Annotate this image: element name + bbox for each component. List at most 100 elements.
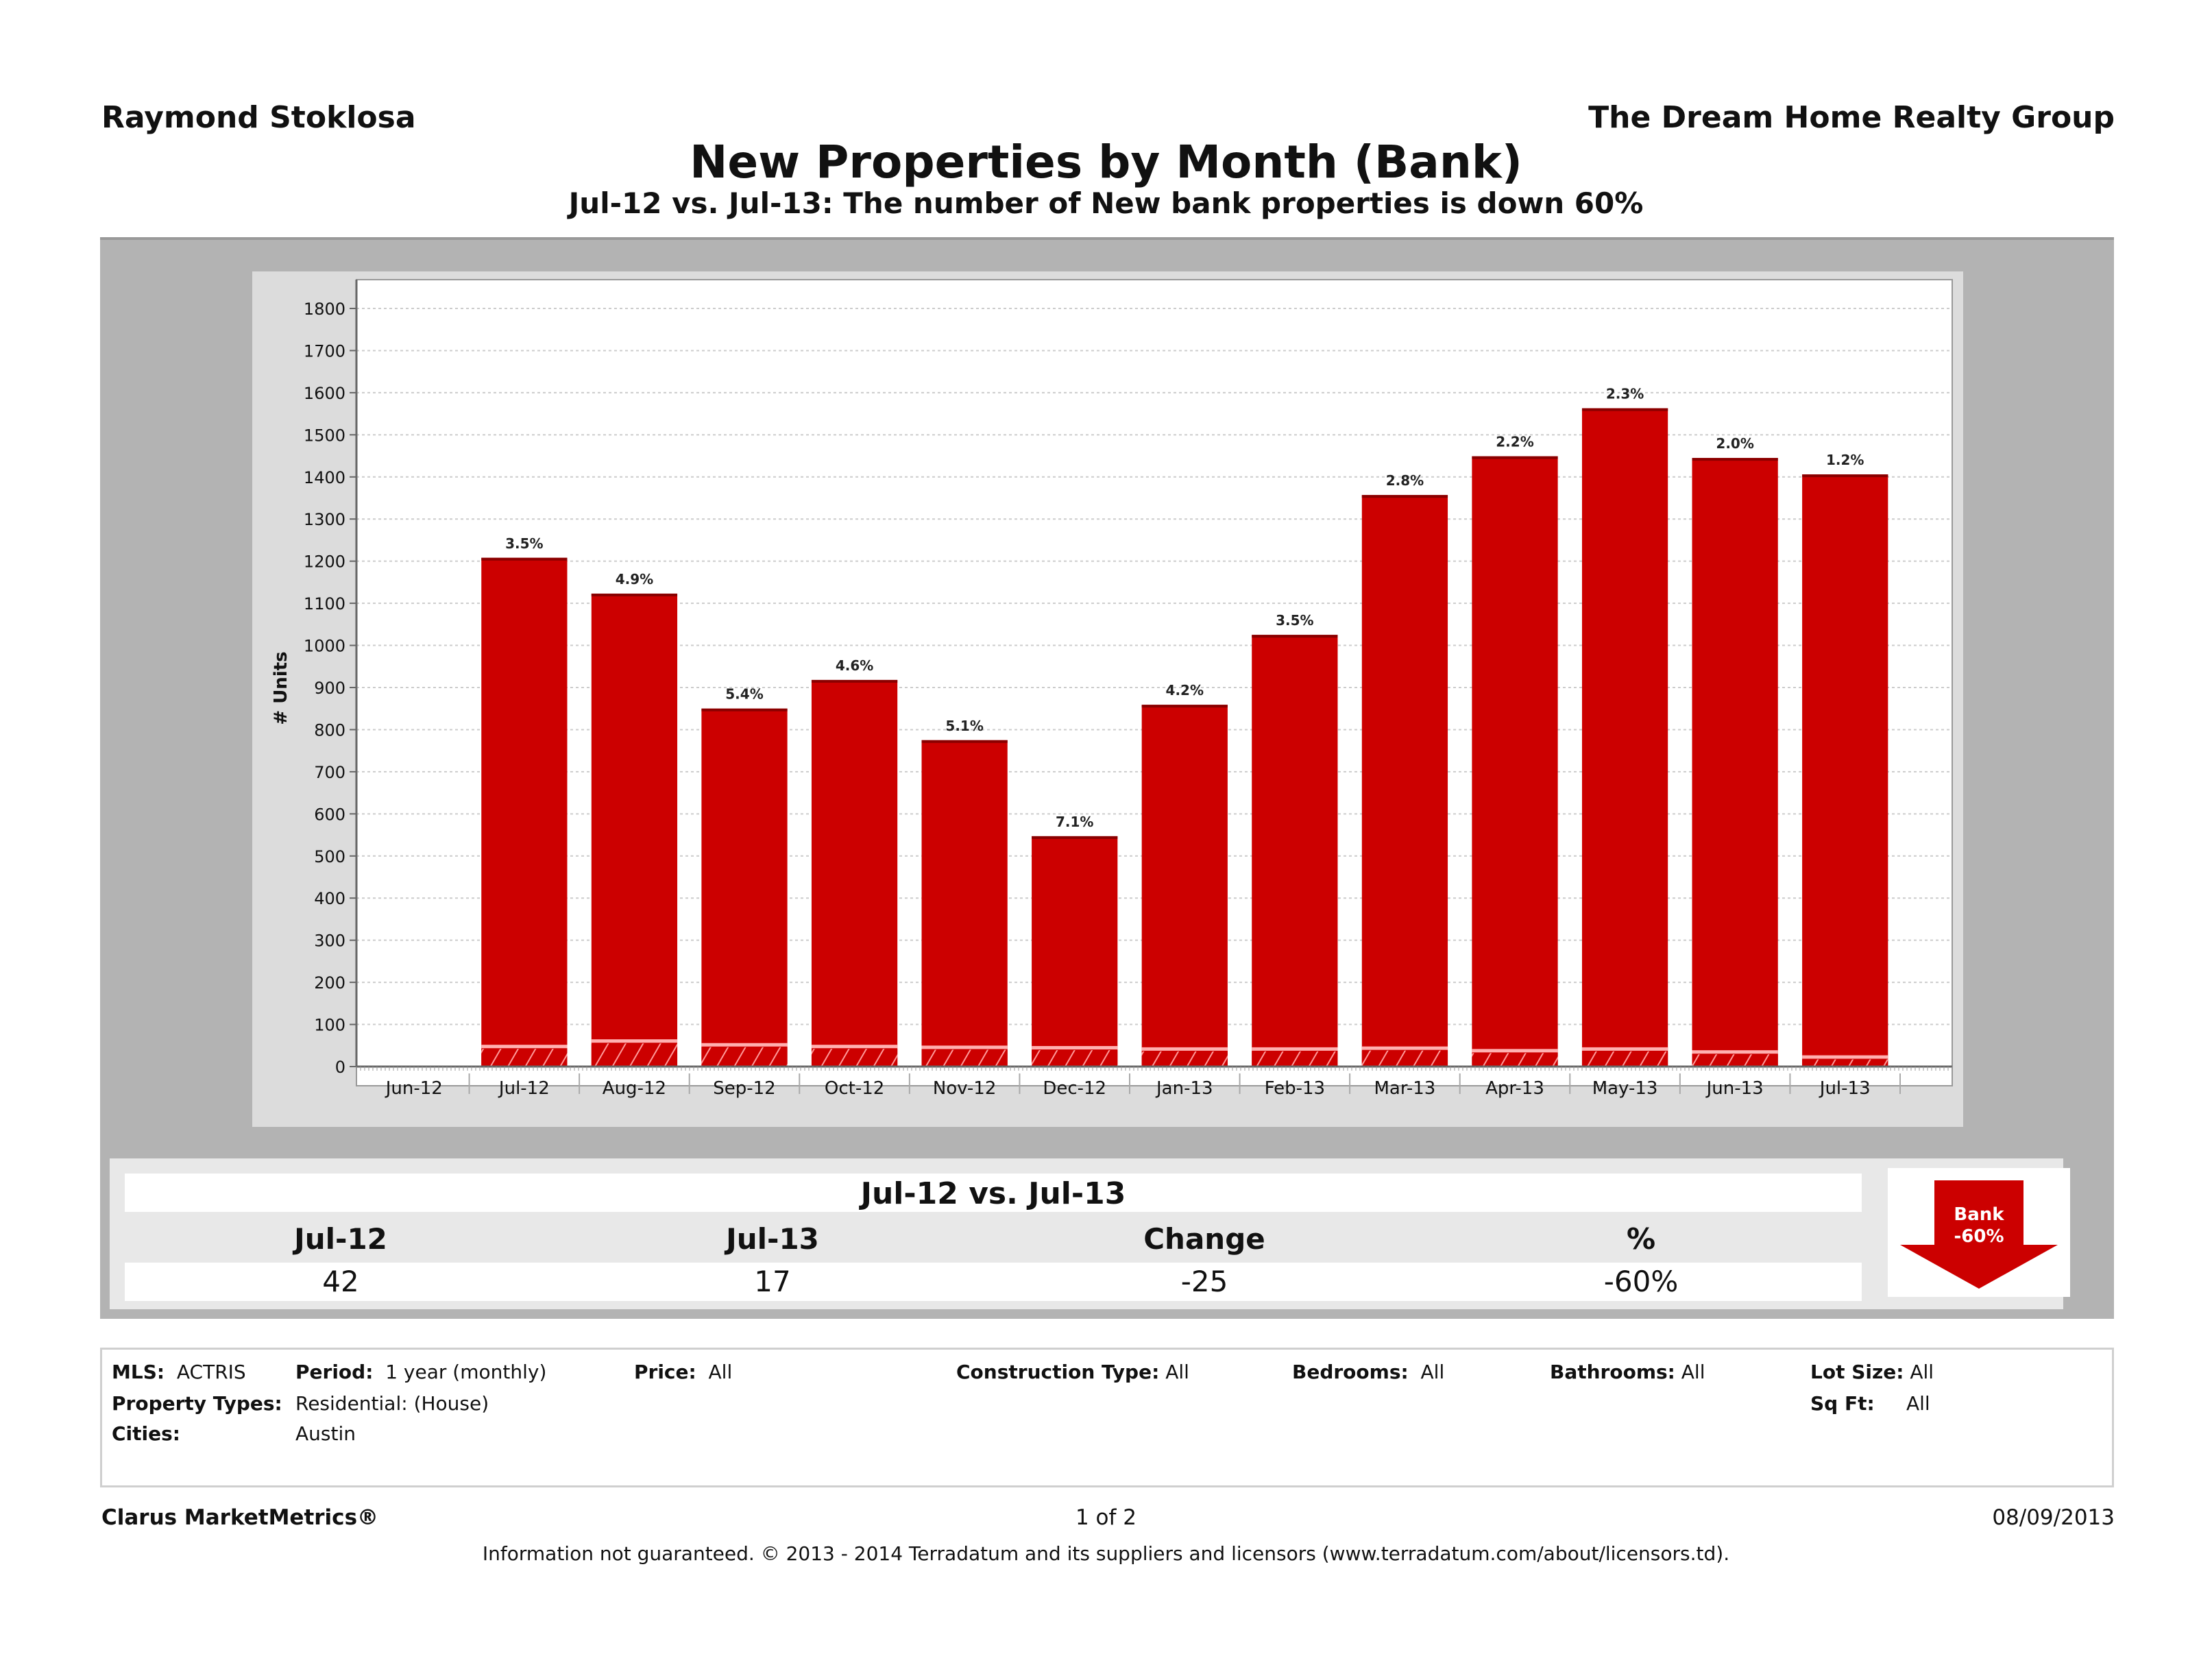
value-jul-13: 17 bbox=[754, 1265, 791, 1298]
bar-bank-edge bbox=[1472, 1049, 1558, 1053]
comparison-header-row: Jul-12 Jul-13 Change % bbox=[125, 1220, 1862, 1258]
bar-bank-edge bbox=[811, 1045, 898, 1049]
bar-total bbox=[1802, 474, 1888, 1067]
comparison-value-row: 42 17 -25 -60% bbox=[125, 1263, 1862, 1301]
bar-bank-edge bbox=[1141, 1047, 1228, 1051]
x-tick-label: Jul-13 bbox=[1819, 1078, 1871, 1099]
bar-bank-edge bbox=[921, 1045, 1008, 1049]
bar-total bbox=[1032, 836, 1118, 1067]
y-tick-label: 1000 bbox=[304, 637, 345, 656]
y-tick-label: 1300 bbox=[304, 510, 345, 529]
bar-bank bbox=[591, 1043, 678, 1067]
bar-bank bbox=[1692, 1054, 1778, 1067]
y-tick-label: 100 bbox=[314, 1016, 345, 1035]
y-tick-label: 400 bbox=[314, 889, 345, 908]
bar-total bbox=[1141, 705, 1228, 1067]
criteria-cities-value: Austin bbox=[295, 1422, 356, 1445]
comparison-title: Jul-12 vs. Jul-13 bbox=[125, 1174, 1862, 1212]
bar-total bbox=[1692, 458, 1778, 1067]
bar-top-edge bbox=[1472, 456, 1558, 459]
criteria-lot-size: Lot Size: All bbox=[1810, 1361, 1934, 1383]
y-tick-label: 0 bbox=[335, 1058, 345, 1077]
badge-value: -60% bbox=[1954, 1226, 2004, 1247]
data-label: 7.1% bbox=[1056, 814, 1093, 830]
y-tick-label: 1800 bbox=[304, 300, 345, 319]
footer-brand: Clarus MarketMetrics® bbox=[101, 1505, 379, 1530]
comparison-summary: Jul-12 vs. Jul-13 Jul-12 Jul-13 Change %… bbox=[110, 1158, 2070, 1309]
bar-bank-edge bbox=[591, 1039, 678, 1043]
bar-total bbox=[1361, 495, 1448, 1067]
criteria-property-types-value: Residential: (House) bbox=[295, 1392, 489, 1415]
header-jul-12: Jul-12 bbox=[294, 1222, 387, 1256]
header-percent: % bbox=[1626, 1222, 1656, 1256]
x-tick-label: Jan-13 bbox=[1155, 1078, 1213, 1099]
bar-bank bbox=[701, 1047, 788, 1067]
criteria-sq-ft-value: All bbox=[1906, 1392, 1930, 1415]
value-percent: -60% bbox=[1603, 1265, 1679, 1298]
bar-top-edge bbox=[811, 679, 898, 683]
data-label: 4.2% bbox=[1166, 682, 1204, 698]
bar-top-edge bbox=[481, 557, 568, 561]
x-tick-label: Oct-12 bbox=[825, 1078, 884, 1099]
bar-bank bbox=[1252, 1051, 1338, 1067]
criteria-construction-type: Construction Type: All bbox=[956, 1361, 1189, 1383]
criteria-bathrooms: Bathrooms: All bbox=[1550, 1361, 1705, 1383]
bar-total bbox=[1472, 456, 1558, 1067]
bar-top-edge bbox=[921, 740, 1008, 743]
bar-total bbox=[481, 557, 568, 1067]
criteria-mls: MLS: ACTRIS bbox=[112, 1361, 246, 1383]
bar-top-edge bbox=[1361, 495, 1448, 498]
bar-chart: 3.5% 4.9% 5.4% 4.6% 5.1% 7.1% 4.2% 3.5% 2.8% 2.2%… bbox=[271, 279, 1953, 1099]
value-change: -25 bbox=[1180, 1265, 1228, 1298]
bar-bank-edge bbox=[1581, 1047, 1668, 1051]
x-tick-label: Jun-12 bbox=[385, 1078, 443, 1099]
y-tick-label: 800 bbox=[314, 720, 345, 740]
y-tick-label: 200 bbox=[314, 973, 345, 993]
x-tick-label: May-13 bbox=[1592, 1078, 1658, 1099]
x-tick-label: Jun-13 bbox=[1705, 1078, 1764, 1099]
bar-total bbox=[701, 708, 788, 1067]
bar-bank-edge bbox=[1802, 1055, 1888, 1059]
value-jul-12: 42 bbox=[322, 1265, 359, 1298]
criteria-property-types: Property Types: bbox=[112, 1392, 282, 1415]
x-tick-label: Apr-13 bbox=[1485, 1078, 1544, 1099]
bar-bank bbox=[481, 1049, 568, 1067]
bar-bank-edge bbox=[1252, 1047, 1338, 1051]
data-label: 2.0% bbox=[1716, 435, 1753, 452]
y-tick-label: 700 bbox=[314, 763, 345, 782]
data-label: 5.1% bbox=[945, 718, 983, 734]
bar-bank-edge bbox=[701, 1043, 788, 1047]
criteria-period: Period: 1 year (monthly) bbox=[295, 1361, 547, 1383]
bar-top-edge bbox=[701, 708, 788, 712]
bar-bank-edge bbox=[481, 1045, 568, 1049]
data-label: 2.2% bbox=[1496, 434, 1533, 450]
y-tick-label: 600 bbox=[314, 805, 345, 824]
y-tick-label: 1200 bbox=[304, 552, 345, 572]
y-tick-label: 1100 bbox=[304, 594, 345, 613]
bar-total bbox=[921, 740, 1008, 1067]
data-label: 2.3% bbox=[1606, 386, 1644, 402]
agent-name: Raymond Stoklosa bbox=[101, 100, 416, 135]
change-badge: Bank -60% bbox=[1888, 1168, 2070, 1297]
down-arrow-icon bbox=[1900, 1180, 2058, 1289]
y-tick-label: 1400 bbox=[304, 468, 345, 487]
bar-top-edge bbox=[1032, 836, 1118, 839]
y-tick-label: 900 bbox=[314, 679, 345, 698]
bar-bank bbox=[1802, 1059, 1888, 1067]
data-label: 1.2% bbox=[1826, 452, 1864, 468]
bar-bank bbox=[1361, 1050, 1448, 1067]
report-title: New Properties by Month (Bank) bbox=[690, 136, 1522, 189]
bar-bank-edge bbox=[1361, 1046, 1448, 1050]
y-tick-label: 1700 bbox=[304, 341, 345, 361]
data-label: 4.6% bbox=[836, 657, 873, 674]
data-label: 5.4% bbox=[725, 686, 763, 703]
bar-top-edge bbox=[1252, 635, 1338, 638]
data-label: 3.5% bbox=[1276, 612, 1313, 629]
x-tick-label: Nov-12 bbox=[933, 1078, 997, 1099]
badge-label: Bank bbox=[1954, 1204, 2004, 1225]
bar-total bbox=[591, 593, 678, 1067]
bar-total bbox=[1581, 408, 1668, 1067]
bar-bank bbox=[811, 1049, 898, 1067]
criteria-cities: Cities: bbox=[112, 1422, 180, 1445]
bar-bank-edge bbox=[1692, 1050, 1778, 1054]
